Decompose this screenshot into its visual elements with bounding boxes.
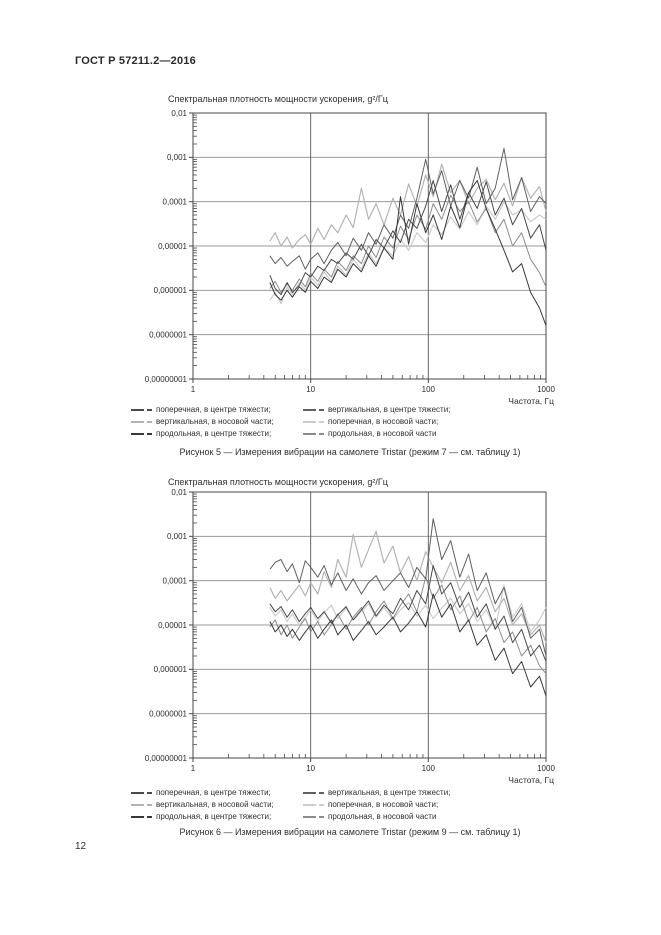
legend-line-marker bbox=[303, 816, 324, 818]
figure6-legend: поперечная, в центре тяжести; вертикальна… bbox=[131, 787, 450, 823]
legend-label: вертикальная, в центре тяжести; bbox=[328, 405, 451, 414]
legend-item: поперечная, в носовой части; bbox=[303, 799, 438, 811]
y-tick-label: 0,001 bbox=[167, 153, 188, 162]
series-line-0 bbox=[269, 565, 547, 662]
legend-item: продольная, в носовой части bbox=[303, 428, 436, 440]
x-tick-label: 100 bbox=[422, 385, 436, 394]
legend-line-marker bbox=[303, 792, 324, 794]
figure5-title: Спектральная плотность мощности ускорени… bbox=[168, 94, 388, 104]
legend-line-marker bbox=[131, 792, 152, 794]
legend-label: вертикальная, в носовой части; bbox=[156, 800, 274, 809]
series-line-2 bbox=[269, 530, 547, 643]
legend-line-marker bbox=[131, 804, 152, 806]
legend-item: вертикальная, в центре тяжести; bbox=[303, 404, 450, 416]
y-tick-label: 0,00000001 bbox=[145, 754, 188, 763]
legend-label: вертикальная, в носовой части; bbox=[156, 417, 274, 426]
legend-item: поперечная, в центре тяжести; bbox=[131, 787, 303, 799]
x-tick-label: 1000 bbox=[537, 764, 555, 773]
x-tick-label: 100 bbox=[422, 764, 436, 773]
y-tick-label: 0,00001 bbox=[158, 242, 187, 251]
figure6-plot: 0,01 0,001 0,0001 0,00001 0,000001 0,0000001 0… bbox=[145, 488, 556, 785]
legend-item: продольная, в центре тяжести; bbox=[131, 428, 303, 440]
legend-row: вертикальная, в носовой части; поперечная… bbox=[131, 416, 450, 428]
x-axis-title: Частота, Гц bbox=[508, 396, 554, 406]
y-tick-label: 0,0001 bbox=[163, 197, 188, 206]
y-tick-label: 0,00000001 bbox=[145, 375, 188, 384]
x-tick-label: 1000 bbox=[537, 385, 555, 394]
series-line-5 bbox=[269, 576, 547, 674]
legend-line-marker bbox=[303, 409, 324, 411]
legend-row: поперечная, в центре тяжести; вертикальна… bbox=[131, 404, 450, 416]
y-tick-label: 0,0001 bbox=[163, 576, 188, 585]
legend-line-marker bbox=[131, 433, 152, 435]
legend-label: вертикальная, в центре тяжести; bbox=[328, 788, 451, 797]
legend-label: продольная, в носовой части bbox=[328, 429, 437, 438]
x-tick-label: 10 bbox=[306, 385, 315, 394]
legend-line-marker bbox=[131, 409, 152, 411]
legend-label: продольная, в носовой части bbox=[328, 812, 437, 821]
figure5-legend: поперечная, в центре тяжести; вертикальна… bbox=[131, 404, 450, 440]
gridlines bbox=[193, 113, 546, 379]
y-tick-label: 0,01 bbox=[171, 488, 187, 497]
legend-line-marker bbox=[303, 433, 324, 435]
series-line-2 bbox=[269, 163, 547, 249]
gridlines bbox=[193, 492, 546, 758]
legend-label: поперечная, в центре тяжести; bbox=[156, 788, 271, 797]
x-axis-title: Частота, Гц bbox=[508, 775, 554, 785]
series-lines bbox=[269, 518, 547, 697]
y-tick-label: 0,000001 bbox=[154, 286, 188, 295]
series-line-0 bbox=[269, 180, 547, 296]
y-tick-label: 0,01 bbox=[171, 109, 187, 118]
legend-line-marker bbox=[131, 421, 152, 423]
page-number: 12 bbox=[75, 841, 87, 852]
legend-row: поперечная, в центре тяжести; вертикальна… bbox=[131, 787, 450, 799]
series-lines bbox=[269, 147, 547, 326]
legend-item: вертикальная, в центре тяжести; bbox=[303, 787, 450, 799]
series-line-1 bbox=[269, 518, 547, 657]
x-tick-label: 10 bbox=[306, 764, 315, 773]
x-tick-label: 1 bbox=[191, 764, 196, 773]
legend-row: вертикальная, в носовой части; поперечная… bbox=[131, 799, 450, 811]
series-line-1 bbox=[269, 147, 547, 270]
axis-ticks bbox=[189, 112, 547, 383]
legend-row: продольная, в центре тяжести; продольная,… bbox=[131, 428, 450, 440]
legend-line-marker bbox=[303, 804, 324, 806]
y-tick-label: 0,0000001 bbox=[149, 330, 187, 339]
legend-item: продольная, в носовой части bbox=[303, 811, 436, 823]
legend-label: продольная, в центре тяжести; bbox=[156, 429, 272, 438]
figure6-title: Спектральная плотность мощности ускорени… bbox=[168, 477, 388, 487]
legend-item: поперечная, в носовой части; bbox=[303, 416, 438, 428]
legend-item: продольная, в центре тяжести; bbox=[131, 811, 303, 823]
legend-row: продольная, в центре тяжести; продольная,… bbox=[131, 811, 450, 823]
y-tick-label: 0,0000001 bbox=[149, 709, 187, 718]
series-line-4 bbox=[269, 593, 547, 697]
legend-label: поперечная, в носовой части; bbox=[328, 417, 439, 426]
figure6-caption: Рисунок 6 — Измерения вибрации на самоле… bbox=[179, 827, 521, 837]
legend-label: продольная, в центре тяжести; bbox=[156, 812, 272, 821]
document-header: ГОСТ Р 57211.2—2016 bbox=[75, 55, 196, 67]
figure5-plot: 0,01 0,001 0,0001 0,00001 0,000001 0,0000001 0… bbox=[145, 109, 556, 406]
axis-ticks bbox=[189, 491, 547, 762]
legend-item: поперечная, в центре тяжести; bbox=[131, 404, 303, 416]
legend-item: вертикальная, в носовой части; bbox=[131, 416, 303, 428]
series-line-4 bbox=[269, 180, 547, 326]
legend-label: поперечная, в носовой части; bbox=[328, 800, 439, 809]
legend-line-marker bbox=[303, 421, 324, 423]
figure5-caption: Рисунок 5 — Измерения вибрации на самоле… bbox=[179, 447, 521, 457]
legend-label: поперечная, в центре тяжести; bbox=[156, 405, 271, 414]
legend-item: вертикальная, в носовой части; bbox=[131, 799, 303, 811]
y-tick-label: 0,000001 bbox=[154, 665, 188, 674]
x-tick-label: 1 bbox=[191, 385, 196, 394]
y-tick-label: 0,00001 bbox=[158, 621, 187, 630]
legend-line-marker bbox=[131, 816, 152, 818]
y-tick-label: 0,001 bbox=[167, 532, 188, 541]
series-line-5 bbox=[269, 194, 547, 293]
